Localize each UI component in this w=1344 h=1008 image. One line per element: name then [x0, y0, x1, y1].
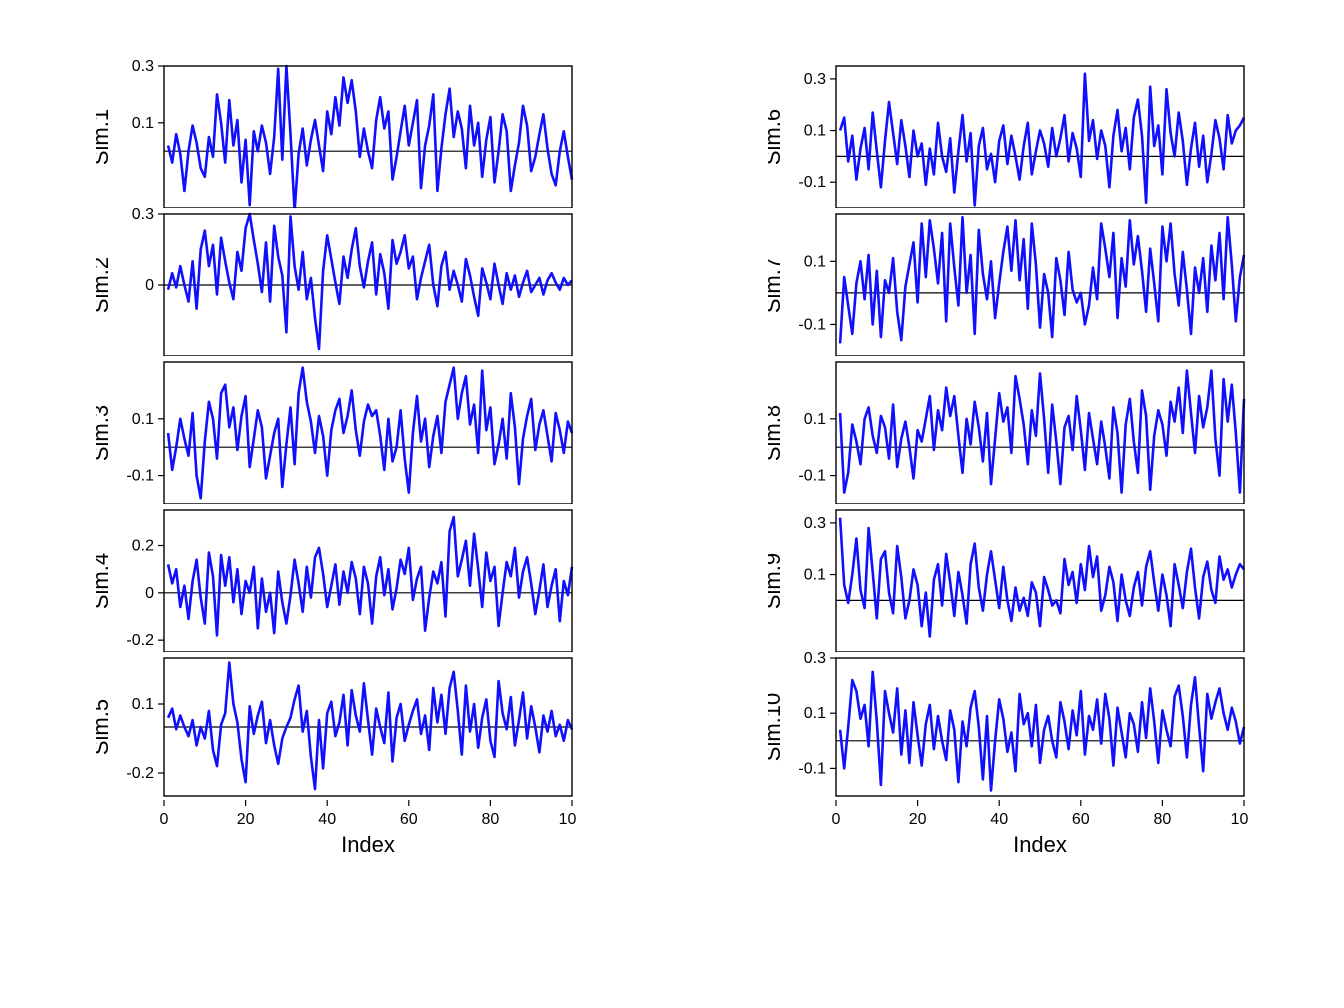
panel-label: Sim.3 — [96, 405, 113, 461]
svg-text:0.1: 0.1 — [132, 411, 154, 428]
chart-grid: 0.10.3Sim.100.3Sim.2-0.10.1Sim.3-0.200.2… — [0, 0, 1344, 1008]
svg-text:0.3: 0.3 — [804, 652, 826, 667]
x-axis-label: Index — [341, 832, 395, 857]
svg-text:0.1: 0.1 — [132, 115, 154, 132]
svg-text:60: 60 — [400, 811, 418, 828]
left-column: 0.1 0.3 Sim.1 0 0.3 Sim.2 -0.1 0.1 Sim.3 -0.2 0 0.2… — [40, 60, 632, 988]
svg-text:-0.1: -0.1 — [798, 760, 826, 777]
panel-sim-3: -0.1 0.1 Sim.3 — [96, 356, 576, 504]
svg-text:-0.1: -0.1 — [798, 316, 826, 333]
svg-text:0: 0 — [832, 811, 841, 828]
svg-text:80: 80 — [482, 811, 500, 828]
svg-text:-0.1: -0.1 — [798, 174, 826, 191]
panel-label: Sim.2 — [96, 257, 113, 313]
panel-sim-6: -0.1 0.1 0.3 Sim.6 — [768, 60, 1248, 208]
svg-text:0.1: 0.1 — [804, 123, 826, 140]
panel-label: Sim.5 — [96, 699, 113, 755]
panel-sim-10: -0.1 0.1 0.3 Sim.10 — [768, 652, 1248, 800]
svg-text:0.1: 0.1 — [804, 705, 826, 722]
svg-text:20: 20 — [909, 811, 927, 828]
x-axis: 0 20 40 60 80 100 Index — [96, 800, 576, 860]
panel-sim-5: -0.2 0.1 Sim.5 — [96, 652, 576, 800]
svg-text:0.1: 0.1 — [804, 253, 826, 270]
panel-sim-7: -0.1 0.1 Sim.7 — [768, 208, 1248, 356]
panel-sim-1: 0.1 0.3 Sim.1 — [96, 60, 576, 208]
x-axis-label: Index — [1013, 832, 1067, 857]
svg-text:100: 100 — [559, 811, 576, 828]
panel-sim-4: -0.2 0 0.2 Sim.4 — [96, 504, 576, 652]
svg-text:80: 80 — [1154, 811, 1172, 828]
panel-label: Sim.7 — [768, 257, 785, 313]
svg-text:0.1: 0.1 — [804, 567, 826, 584]
svg-text:0.3: 0.3 — [804, 71, 826, 88]
panel-label: Sim.1 — [96, 109, 113, 165]
svg-text:40: 40 — [318, 811, 336, 828]
svg-text:0.2: 0.2 — [132, 538, 154, 555]
panel-label: Sim.4 — [96, 553, 113, 609]
svg-text:40: 40 — [990, 811, 1008, 828]
svg-text:0.3: 0.3 — [132, 60, 154, 75]
svg-text:-0.1: -0.1 — [126, 468, 154, 485]
panel-sim-9: 0.1 0.3 Sim.9 — [768, 504, 1248, 652]
x-axis: 0 20 40 60 80 100 Index — [768, 800, 1248, 860]
panel-sim-2: 0 0.3 Sim.2 — [96, 208, 576, 356]
svg-text:0: 0 — [145, 585, 154, 602]
svg-text:20: 20 — [237, 811, 255, 828]
panel-label: Sim.6 — [768, 109, 785, 165]
svg-text:0.1: 0.1 — [804, 411, 826, 428]
svg-text:100: 100 — [1231, 811, 1248, 828]
svg-text:0.1: 0.1 — [132, 696, 154, 713]
panel-label: Sim.8 — [768, 405, 785, 461]
svg-text:0: 0 — [160, 811, 169, 828]
panel-label: Sim.10 — [768, 693, 785, 761]
right-column: -0.1 0.1 0.3 Sim.6 -0.1 0.1 Sim.7 -0.1 0.1 Sim.8 0… — [712, 60, 1304, 988]
svg-text:-0.2: -0.2 — [126, 632, 154, 649]
svg-text:0.3: 0.3 — [804, 515, 826, 532]
panel-label: Sim.9 — [768, 553, 785, 609]
svg-text:-0.2: -0.2 — [126, 765, 154, 782]
svg-text:0: 0 — [145, 277, 154, 294]
panel-sim-8: -0.1 0.1 Sim.8 — [768, 356, 1248, 504]
svg-text:0.3: 0.3 — [132, 208, 154, 223]
svg-text:-0.1: -0.1 — [798, 468, 826, 485]
svg-text:60: 60 — [1072, 811, 1090, 828]
